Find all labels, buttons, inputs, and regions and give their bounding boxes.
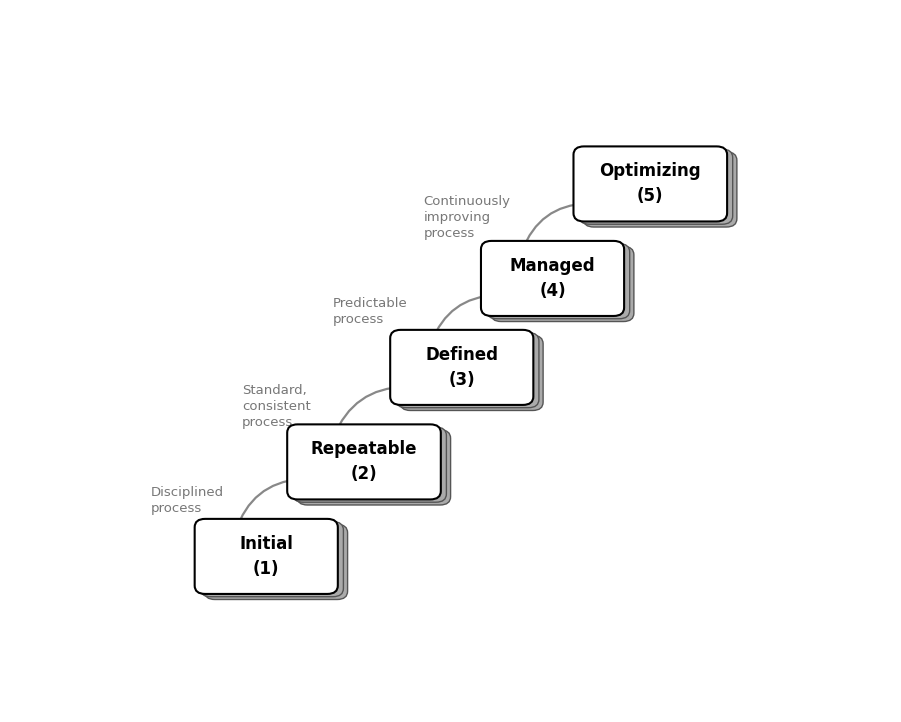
FancyBboxPatch shape	[487, 244, 630, 318]
FancyBboxPatch shape	[396, 333, 539, 408]
FancyBboxPatch shape	[297, 430, 450, 505]
Text: Standard,
consistent
process: Standard, consistent process	[241, 384, 311, 429]
Text: Continuously
improving
process: Continuously improving process	[423, 195, 510, 240]
Text: Initial
(1): Initial (1)	[240, 535, 293, 578]
Text: Defined
(3): Defined (3)	[425, 346, 498, 389]
FancyBboxPatch shape	[195, 519, 338, 594]
FancyBboxPatch shape	[491, 246, 634, 321]
Text: Repeatable
(2): Repeatable (2)	[311, 440, 417, 484]
FancyBboxPatch shape	[200, 522, 343, 596]
FancyBboxPatch shape	[573, 147, 727, 222]
Text: Predictable
process: Predictable process	[332, 297, 407, 326]
Text: Managed
(4): Managed (4)	[510, 257, 596, 300]
FancyBboxPatch shape	[293, 427, 446, 503]
FancyBboxPatch shape	[390, 330, 533, 405]
Text: Optimizing
(5): Optimizing (5)	[599, 162, 701, 206]
FancyBboxPatch shape	[400, 336, 543, 411]
FancyBboxPatch shape	[583, 152, 737, 227]
FancyBboxPatch shape	[205, 524, 348, 599]
FancyBboxPatch shape	[287, 425, 441, 500]
FancyBboxPatch shape	[481, 241, 624, 316]
Text: Disciplined
process: Disciplined process	[151, 487, 224, 516]
FancyBboxPatch shape	[579, 149, 733, 225]
